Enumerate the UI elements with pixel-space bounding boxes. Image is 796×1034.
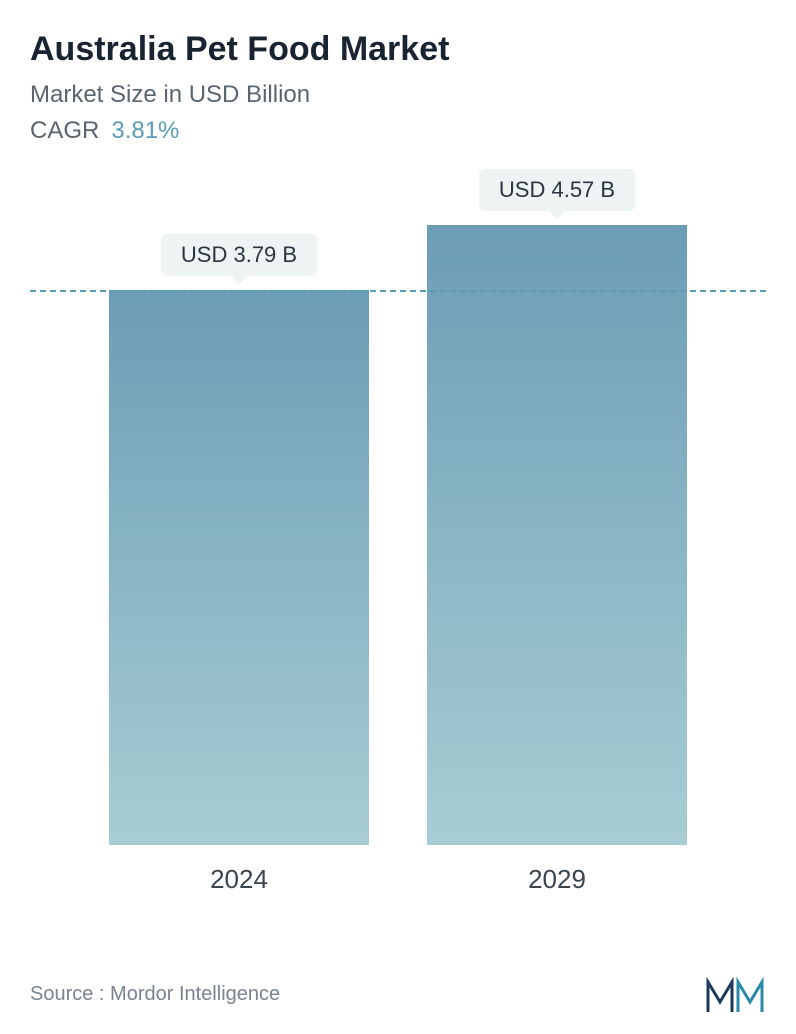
- bar-wrapper-2029: USD 4.57 B: [427, 169, 687, 845]
- chart-subtitle: Market Size in USD Billion: [30, 81, 766, 109]
- reference-line: [30, 290, 766, 292]
- footer: Source : Mordor Intelligence: [30, 974, 766, 1014]
- cagr-row: CAGR 3.81%: [30, 117, 766, 145]
- cagr-value: 3.81%: [111, 117, 179, 145]
- bars-container: USD 3.79 B USD 4.57 B: [30, 175, 766, 845]
- x-label-2029: 2029: [427, 864, 687, 895]
- value-label-2024: USD 3.79 B: [161, 234, 317, 276]
- bar-2024: [109, 290, 369, 845]
- source-text: Source : Mordor Intelligence: [30, 983, 280, 1006]
- bar-wrapper-2024: USD 3.79 B: [109, 234, 369, 845]
- cagr-label: CAGR: [30, 117, 99, 145]
- mordor-logo-icon: [706, 974, 766, 1014]
- bar-2029: [427, 225, 687, 845]
- chart-title: Australia Pet Food Market: [30, 30, 766, 69]
- x-axis-labels: 2024 2029: [30, 864, 766, 895]
- value-label-2029: USD 4.57 B: [479, 169, 635, 211]
- chart-area: USD 3.79 B USD 4.57 B 2024 2029: [30, 175, 766, 895]
- x-label-2024: 2024: [109, 864, 369, 895]
